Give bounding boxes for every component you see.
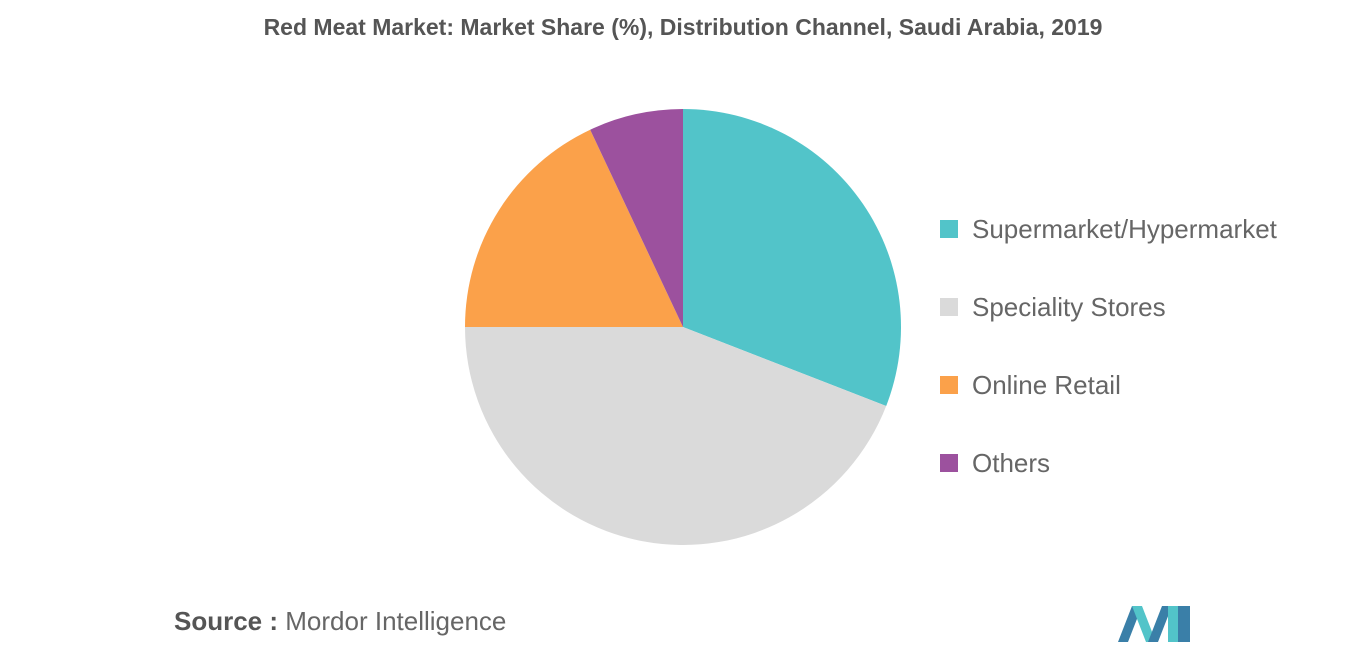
source-prefix: Source :	[174, 606, 279, 636]
legend-item-0: Supermarket/Hypermarket	[940, 190, 1277, 268]
pie-slice-3	[590, 109, 683, 327]
mordor-intelligence-logo-icon	[1118, 606, 1190, 642]
pie-slice-0	[683, 109, 901, 406]
legend-label: Supermarket/Hypermarket	[972, 213, 1277, 244]
legend-swatch	[940, 220, 958, 238]
source-text: Mordor Intelligence	[285, 606, 507, 636]
legend-item-1: Speciality Stores	[940, 268, 1277, 346]
pie-slice-1	[465, 327, 887, 546]
legend-label: Online Retail	[972, 369, 1121, 400]
legend-swatch	[940, 298, 958, 316]
legend-item-2: Online Retail	[940, 346, 1277, 424]
chart-title: Red Meat Market: Market Share (%), Distr…	[263, 14, 1103, 40]
legend-label: Others	[972, 447, 1051, 478]
legend: Supermarket/Hypermarket Speciality Stores…	[940, 190, 1277, 502]
legend-swatch	[940, 376, 958, 394]
legend-swatch	[940, 454, 958, 472]
legend-label: Speciality Stores	[972, 291, 1166, 322]
pie-slice-2	[465, 129, 683, 327]
source-note: Source : Mordor Intelligence	[174, 606, 506, 637]
legend-item-3: Others	[940, 424, 1277, 502]
